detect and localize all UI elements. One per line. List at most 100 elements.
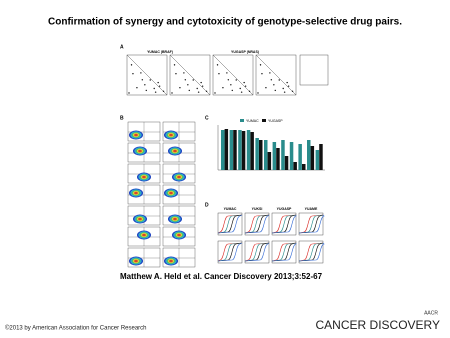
curve bbox=[271, 242, 297, 262]
panel-title: YUAME bbox=[305, 207, 318, 211]
curve bbox=[298, 242, 324, 262]
bar bbox=[255, 138, 259, 170]
bar bbox=[310, 146, 315, 170]
figure: A YUMAC (BRAF) YUGASP (NRAS) B C D YUMAC… bbox=[120, 44, 329, 268]
slide-title: Confirmation of synergy and cytotoxicity… bbox=[48, 17, 402, 28]
density bbox=[173, 217, 177, 221]
dot bbox=[239, 87, 241, 90]
dot bbox=[201, 85, 204, 87]
panel-title: YUGASP (NRAS) bbox=[231, 50, 259, 54]
plot-frame bbox=[212, 54, 254, 96]
dot bbox=[265, 87, 267, 89]
density bbox=[134, 133, 138, 137]
plot-frame bbox=[271, 240, 297, 264]
plot-frame bbox=[298, 240, 324, 264]
diagonal bbox=[255, 54, 297, 96]
dot bbox=[227, 79, 230, 81]
dot bbox=[192, 79, 194, 81]
dot bbox=[216, 64, 219, 66]
bar bbox=[224, 129, 229, 170]
bar bbox=[241, 131, 246, 170]
density bbox=[169, 133, 173, 137]
curve bbox=[244, 214, 270, 234]
density bbox=[177, 175, 181, 179]
dot bbox=[128, 92, 130, 94]
dot bbox=[158, 85, 161, 87]
dot bbox=[145, 89, 147, 92]
curve bbox=[217, 242, 243, 262]
dot bbox=[153, 87, 155, 90]
dot bbox=[230, 84, 232, 86]
bar bbox=[267, 152, 272, 170]
curve bbox=[271, 243, 297, 262]
dot bbox=[154, 91, 157, 93]
plot-frame bbox=[298, 212, 324, 236]
dot bbox=[259, 64, 262, 66]
bar bbox=[238, 130, 242, 170]
dot bbox=[197, 91, 200, 93]
bar bbox=[221, 130, 225, 170]
dot bbox=[231, 89, 233, 92]
density bbox=[177, 233, 181, 237]
plot-frame bbox=[126, 54, 168, 96]
legend-label: YUMAC bbox=[246, 119, 259, 123]
panel-title: YUGASP bbox=[277, 207, 292, 211]
logo-small: AACR bbox=[424, 310, 438, 316]
curve bbox=[298, 214, 325, 234]
plot-frame bbox=[217, 240, 243, 264]
density bbox=[173, 149, 177, 153]
dot bbox=[130, 64, 133, 66]
bar bbox=[284, 156, 289, 170]
dot bbox=[162, 90, 165, 92]
plot-frame bbox=[217, 212, 243, 236]
citation: Matthew A. Held et al. Cancer Discovery … bbox=[120, 272, 323, 281]
dot bbox=[240, 91, 243, 93]
dot bbox=[226, 72, 228, 74]
plot-frame bbox=[244, 240, 270, 264]
dot bbox=[257, 92, 259, 94]
bar bbox=[264, 140, 268, 170]
bar bbox=[302, 164, 306, 170]
dot bbox=[144, 84, 146, 86]
plot-frame bbox=[169, 54, 211, 96]
panel-letter: A bbox=[120, 44, 124, 50]
panel-letter: C bbox=[205, 115, 209, 121]
dot bbox=[171, 92, 173, 94]
plot-frame bbox=[271, 212, 297, 236]
dot bbox=[235, 79, 237, 81]
curve bbox=[244, 214, 270, 234]
dot bbox=[132, 73, 134, 75]
bar bbox=[307, 140, 311, 170]
curve bbox=[217, 242, 243, 262]
density bbox=[169, 191, 173, 195]
dot bbox=[222, 87, 224, 89]
curve bbox=[244, 214, 270, 234]
dot bbox=[188, 89, 190, 92]
bar bbox=[293, 162, 297, 170]
legend-swatch bbox=[240, 119, 244, 122]
dot bbox=[179, 87, 181, 89]
curve bbox=[244, 242, 270, 262]
dot bbox=[157, 81, 159, 84]
plot-frame bbox=[244, 212, 270, 236]
copyright: ©2013 by American Association for Cancer… bbox=[5, 325, 147, 332]
panel-title: YUMAC bbox=[224, 207, 237, 211]
dot bbox=[205, 90, 208, 92]
panel-letter: D bbox=[205, 202, 209, 208]
bar bbox=[233, 130, 237, 170]
dot bbox=[184, 79, 187, 81]
panel-title: YUKSI bbox=[252, 207, 263, 211]
dot bbox=[243, 81, 245, 84]
density bbox=[134, 191, 138, 195]
curve bbox=[271, 242, 297, 262]
legend-swatch bbox=[262, 119, 266, 122]
dot bbox=[287, 85, 290, 87]
dot bbox=[196, 87, 198, 90]
curve bbox=[244, 242, 270, 262]
curve bbox=[298, 242, 325, 262]
plot-frame bbox=[255, 54, 297, 96]
dot bbox=[273, 84, 275, 86]
legend-label: YUGASP bbox=[268, 119, 283, 123]
dot bbox=[282, 87, 284, 90]
